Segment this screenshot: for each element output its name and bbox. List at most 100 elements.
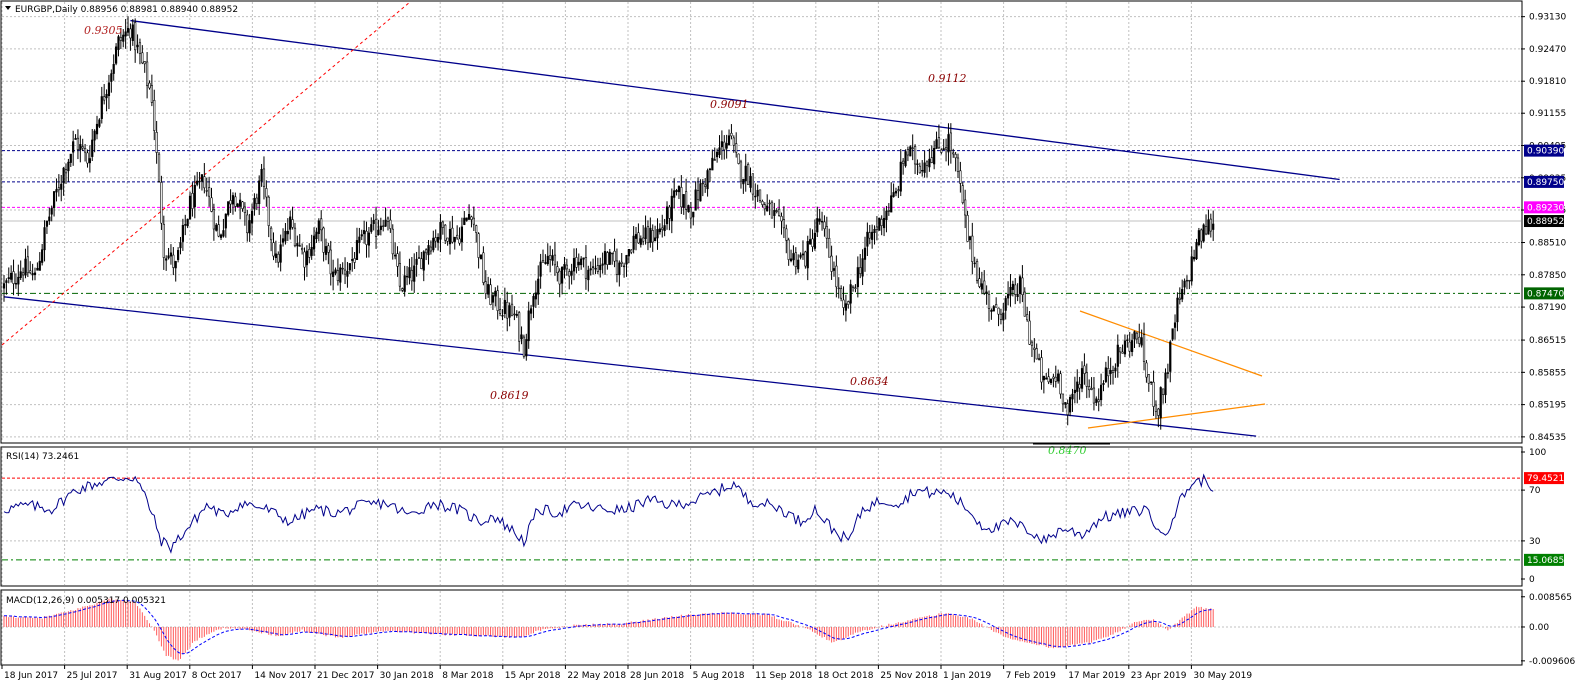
candle-body: [1054, 376, 1057, 382]
candle-body: [813, 232, 816, 249]
macd-panel: MACD(12,26,9) 0.005317 0.005321: [0, 589, 1523, 666]
candle-body: [332, 271, 335, 277]
rsi-level-tag-box: [1524, 472, 1564, 485]
candle-body: [446, 237, 449, 242]
candle-body: [899, 161, 902, 192]
candle-body: [334, 269, 337, 274]
candle-body: [19, 271, 22, 278]
candle-body: [575, 257, 578, 268]
candle-body: [250, 210, 254, 224]
candle-body: [971, 235, 974, 262]
price-annotation: 0.9305: [84, 24, 123, 37]
rsi-level-tag-box: [1524, 553, 1564, 566]
candle-body: [792, 253, 795, 261]
date-tick-label: 31 Aug 2017: [129, 671, 187, 681]
candle-body: [775, 210, 778, 212]
candle-body: [1212, 223, 1215, 230]
candle-body: [506, 302, 509, 319]
candle-body: [348, 263, 351, 271]
candle-body: [954, 154, 957, 159]
candle-body: [565, 264, 568, 270]
candle-body: [806, 241, 809, 269]
candle-body: [732, 137, 735, 146]
candle-body: [463, 217, 466, 225]
candle-body: [692, 211, 695, 218]
candle-body: [668, 206, 671, 219]
candle-body: [527, 310, 530, 342]
macd-tick-label: -0.009606: [1529, 657, 1575, 667]
candle-body: [594, 267, 597, 270]
horizontal-levels: [2, 150, 1521, 294]
candle-body: [670, 195, 673, 222]
candle-body: [615, 260, 619, 275]
macd-signal-line: [4, 599, 1214, 655]
candle-body: [165, 258, 168, 261]
candle-body: [322, 227, 325, 253]
macd-tick-label: 0.00: [1529, 623, 1549, 633]
candle-body: [277, 253, 280, 263]
candle-body: [532, 296, 535, 307]
candle-body: [704, 184, 707, 187]
candle-body: [620, 261, 623, 264]
candle-body: [866, 231, 869, 247]
candle-body: [1207, 219, 1210, 235]
candle-body: [367, 232, 371, 246]
candle-body: [1064, 402, 1067, 405]
candle-body: [975, 261, 979, 281]
date-tick-label: 8 Oct 2017: [192, 671, 242, 681]
candle-body: [1033, 347, 1036, 350]
candle-body: [663, 225, 666, 232]
candle-body: [541, 260, 545, 263]
candle-body: [699, 183, 702, 202]
candle-body: [1114, 367, 1117, 372]
rsi-tick-label: 0: [1529, 575, 1535, 585]
candle-body: [947, 134, 950, 153]
candle-body: [956, 157, 960, 173]
candle-body: [100, 96, 103, 119]
candle-body: [227, 201, 230, 215]
candle-body: [134, 22, 137, 51]
candle-body: [587, 269, 590, 281]
price-panel: 0.9305 0.9091 0.9112 0.8619 0.8634 0.8470 EUR…: [0, 0, 1523, 457]
candle-body: [522, 336, 526, 357]
rsi-line: [3, 473, 1214, 554]
candle-body: [162, 223, 165, 258]
candle-body: [224, 213, 227, 229]
candle-body: [301, 248, 304, 251]
candle-body: [644, 227, 647, 239]
candle-body: [952, 152, 955, 155]
rsi-level-tag: 79.4521: [1527, 474, 1564, 484]
candle-body: [198, 180, 201, 183]
candle-body: [324, 246, 328, 255]
price-tag-box: [1524, 175, 1564, 188]
candle-body: [1171, 328, 1174, 340]
collapse-triangle-icon[interactable]: [5, 6, 11, 10]
price-tick-label: 0.88510: [1529, 239, 1566, 249]
candle-body: [21, 272, 25, 276]
candle-body: [398, 263, 402, 287]
candle-body: [234, 196, 237, 207]
candle-body: [763, 204, 766, 210]
candle-body: [24, 258, 27, 276]
candle-body: [544, 262, 547, 264]
candle-body: [425, 249, 428, 254]
candle-body: [136, 44, 139, 48]
price-tick-label: 0.85195: [1529, 401, 1566, 411]
candle-body: [572, 258, 576, 272]
candle-body: [739, 161, 743, 182]
price-tick-label: 0.87190: [1529, 303, 1566, 313]
candle-body: [308, 249, 311, 258]
candle-body: [167, 255, 170, 259]
candle-body: [487, 284, 490, 295]
candle-body: [267, 196, 270, 226]
candle-body: [289, 216, 292, 230]
candle-body: [639, 238, 642, 245]
triangle-lower-line: [1087, 403, 1266, 429]
candle-body: [601, 263, 604, 266]
candle-body: [658, 228, 661, 233]
price-annotation: 0.9091: [710, 98, 749, 111]
candle-body: [735, 143, 738, 153]
candle-body: [627, 248, 630, 257]
candle-body: [389, 219, 392, 229]
price-tag-label: 0.87470: [1527, 289, 1564, 299]
